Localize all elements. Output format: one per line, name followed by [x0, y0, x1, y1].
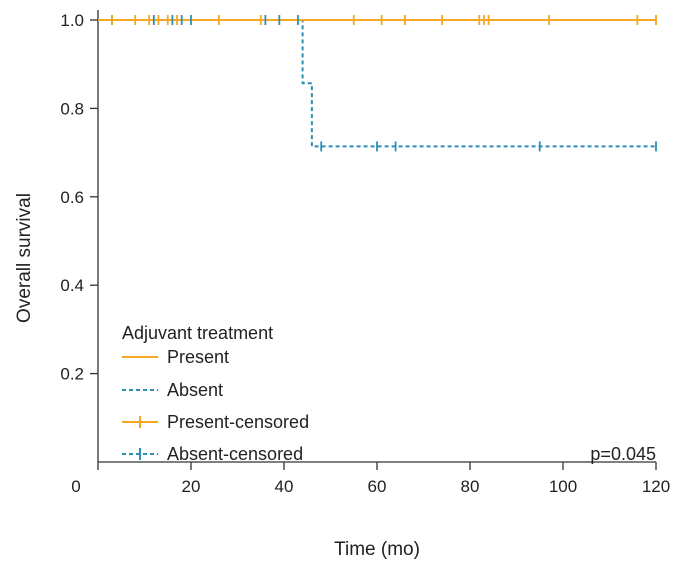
- x-tick-label-80: 80: [461, 477, 480, 496]
- y-tick-label-1: 1.0: [60, 11, 84, 30]
- y-tick-label-0.4: 0.4: [60, 276, 84, 295]
- x-tick-label-60: 60: [368, 477, 387, 496]
- x-tick-label-40: 40: [275, 477, 294, 496]
- series-line-absent: [98, 19, 656, 148]
- legend: Adjuvant treatment Present Absent Presen…: [122, 323, 309, 464]
- legend-entry-absent-censored: Absent-censored: [167, 444, 303, 464]
- x-tick-label-0: 0: [71, 477, 80, 496]
- y-tick-label-0.2: 0.2: [60, 365, 84, 384]
- y-tick-label-0.6: 0.6: [60, 188, 84, 207]
- y-tick-label-0.8: 0.8: [60, 99, 84, 118]
- legend-entry-absent: Absent: [167, 380, 223, 400]
- legend-entry-present-censored: Present-censored: [167, 412, 309, 432]
- x-tick-label-20: 20: [182, 477, 201, 496]
- legend-entry-present: Present: [167, 347, 229, 367]
- censor-marks-layer: [111, 15, 657, 152]
- x-tick-label-120: 120: [642, 477, 670, 496]
- y-axis-title: Overall survival: [14, 193, 35, 323]
- legend-title: Adjuvant treatment: [122, 323, 273, 343]
- x-ticks: 0 20 40 60 80 100 120: [71, 462, 670, 496]
- p-value-annotation: p=0.045: [590, 444, 656, 464]
- series-layer: [98, 19, 656, 148]
- x-axis-title: Time (mo): [334, 539, 420, 560]
- y-ticks: 0.2 0.4 0.6 0.8 1.0: [60, 11, 98, 384]
- x-tick-label-100: 100: [549, 477, 577, 496]
